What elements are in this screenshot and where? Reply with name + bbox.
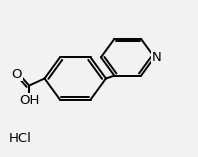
Text: N: N <box>151 51 161 64</box>
Text: HCl: HCl <box>8 133 31 145</box>
Text: O: O <box>11 68 22 81</box>
Text: OH: OH <box>19 94 39 107</box>
